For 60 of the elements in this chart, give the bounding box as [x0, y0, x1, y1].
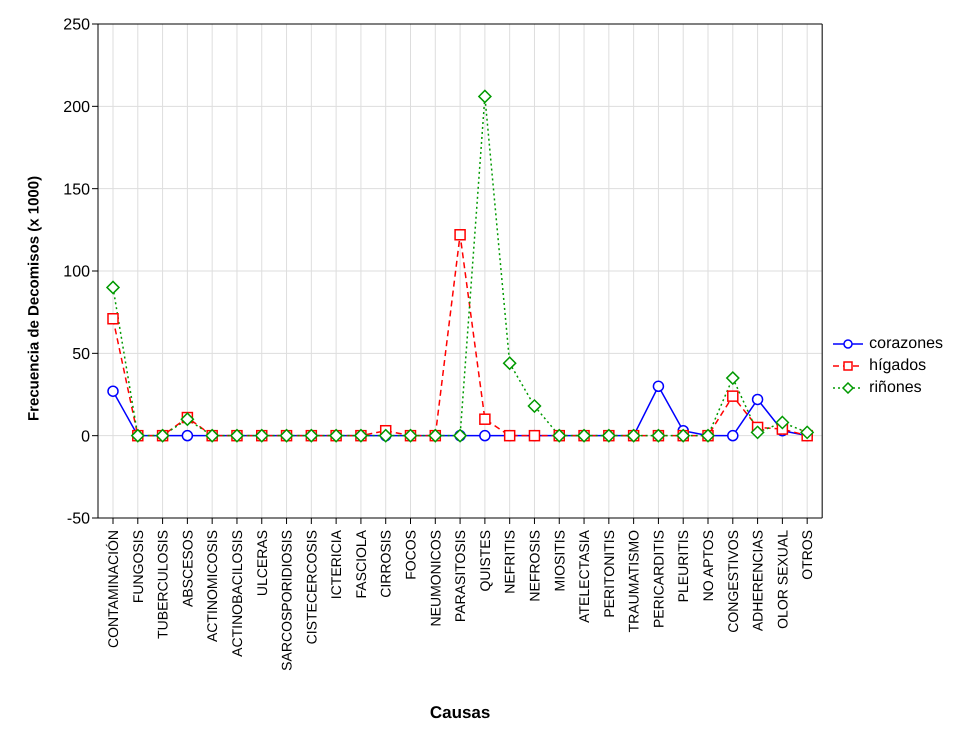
point: [750, 426, 764, 440]
x-tick-label: ATELECTASIA: [576, 529, 592, 623]
x-tick-label: CONGESTIVOS: [724, 530, 741, 633]
x-tick-label: PERITONITIS: [600, 530, 617, 618]
x-tick-label: CONTAMINACIÓN: [105, 530, 121, 648]
x-tick-label: FUNGOSIS: [130, 530, 146, 604]
point: [182, 430, 194, 442]
point: [107, 385, 119, 397]
point: [528, 399, 542, 413]
y-tick-label: -50: [66, 510, 90, 528]
x-tick-label: CIRROSIS: [378, 530, 394, 598]
x-tick-label: MIOSITIS: [551, 530, 568, 592]
y-tick-label: 50: [72, 346, 90, 364]
x-tick-label: PERICARDITIS: [650, 530, 666, 628]
y-tick-label: 200: [63, 99, 90, 116]
point: [107, 313, 119, 325]
x-tick-label: ACTINOBACILOSIS: [228, 530, 245, 657]
x-tick-label: ICTERICIA: [328, 529, 344, 600]
point: [479, 430, 491, 442]
x-tick-label: NEFROSIS: [526, 530, 542, 602]
point: [180, 412, 194, 426]
x-tick-label: TUBERCULOSIS: [154, 530, 171, 639]
point: [454, 229, 466, 241]
x-tick-label: NEFRITIS: [502, 530, 518, 594]
x-tick-label: SARCOSPORIDIOSIS: [278, 530, 295, 671]
point: [727, 390, 739, 402]
y-axis-title: Frecuencia de Decomisos (x 1000): [25, 176, 42, 421]
x-tick-label: ABSCESOS: [179, 530, 196, 608]
point: [478, 90, 492, 104]
x-axis-title: Causas: [430, 703, 490, 722]
x-tick-label: ACTINOMICOSIS: [204, 530, 220, 642]
y-tick-label: 250: [63, 16, 90, 34]
point: [800, 426, 814, 440]
y-tick-label: 150: [63, 181, 90, 198]
legend-label: corazones: [869, 335, 943, 353]
point: [106, 280, 120, 294]
y-tick-label: 0: [81, 428, 90, 446]
x-tick-label: ULCERAS: [254, 530, 270, 596]
y-tick-label: 100: [63, 264, 90, 281]
x-tick-label: TRAUMATISMO: [626, 530, 642, 632]
x-tick-label: OTROS: [799, 530, 816, 580]
point: [502, 356, 516, 370]
x-tick-label: PLEURITIS: [675, 530, 692, 602]
x-tick-label: PARASITOSIS: [452, 530, 468, 622]
point: [752, 394, 764, 406]
x-tick-label: FASCIOLA: [352, 529, 369, 598]
x-tick-label: NO APTOS: [700, 530, 716, 602]
legend-label: riñones: [869, 379, 922, 397]
x-tick-label: ADHERENCIAS: [750, 530, 766, 632]
point: [776, 416, 790, 430]
x-tick-label: QUISTES: [476, 530, 493, 592]
x-tick-label: OLOR SEXUAL: [774, 530, 790, 629]
point: [652, 380, 664, 392]
x-tick-label: FOCOS: [402, 530, 418, 580]
legend-label: hígados: [869, 357, 926, 375]
point: [727, 430, 739, 442]
x-tick-label: NEUMONICOS: [427, 530, 444, 626]
point: [726, 371, 740, 385]
x-tick-label: CISTECERCOSIS: [303, 530, 320, 644]
point: [479, 413, 491, 425]
